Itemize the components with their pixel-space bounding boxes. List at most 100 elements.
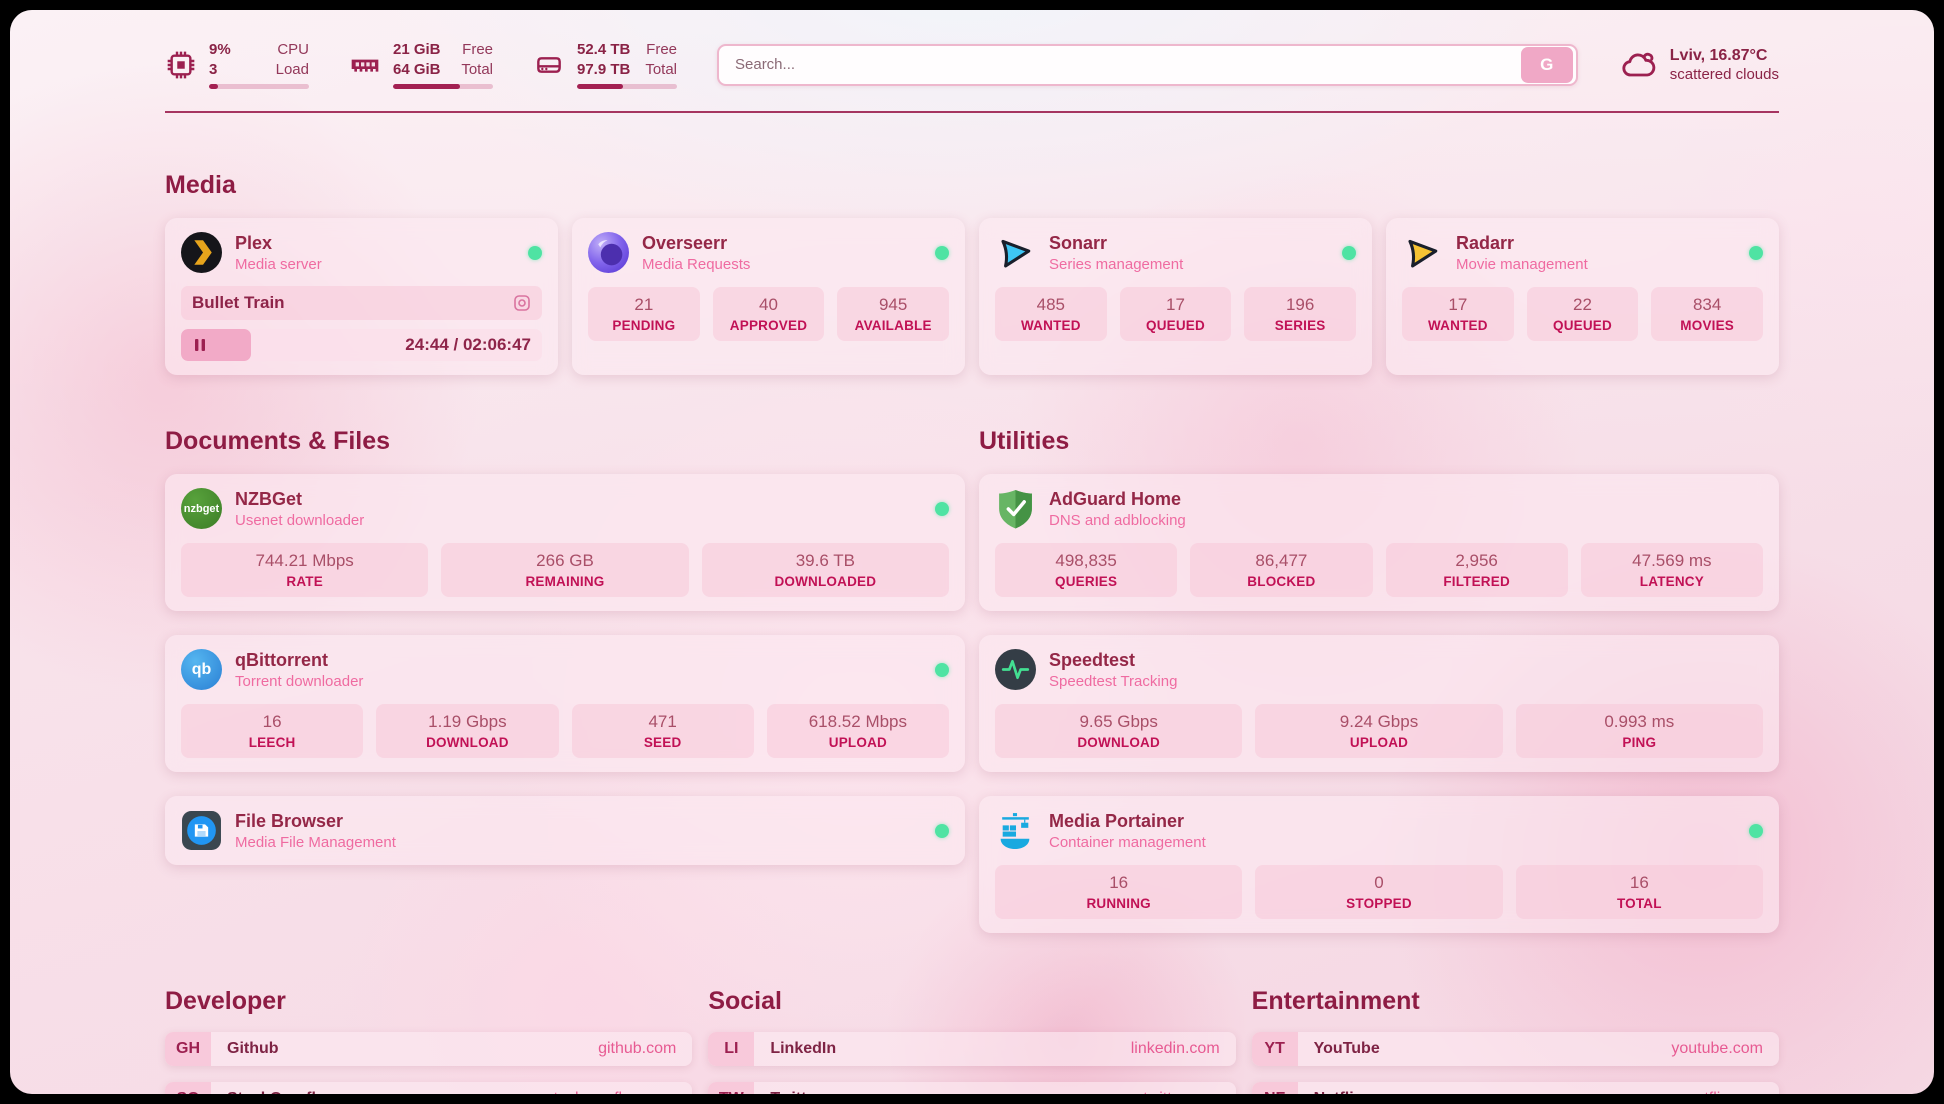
- portainer-stat-running: 16 RUNNING: [995, 865, 1243, 919]
- adguard-stat-filtered: 2,956 FILTERED: [1385, 543, 1568, 597]
- portainer-stat-total: 16 TOTAL: [1515, 865, 1763, 919]
- stackoverflow-name: StackOverflow: [227, 1090, 338, 1094]
- card-qbittorrent[interactable]: qb qBittorrent Torrent downloader 16 LEE…: [165, 635, 965, 772]
- adguard-subtitle: DNS and adblocking: [1049, 511, 1186, 529]
- radarr-icon: [1402, 232, 1443, 273]
- card-radarr[interactable]: Radarr Movie management 17 WANTED 22 QUE…: [1386, 218, 1779, 375]
- card-adguard[interactable]: AdGuard Home DNS and adblocking 498,835 …: [979, 474, 1779, 611]
- search-bar: G: [717, 43, 1578, 86]
- bookmark-stackoverflow[interactable]: SO StackOverflow stackoverflow.com: [165, 1082, 693, 1094]
- adguard-stat-blocked: 86,477 BLOCKED: [1190, 543, 1373, 597]
- card-portainer[interactable]: Media Portainer Container management 16 …: [979, 796, 1779, 933]
- linkedin-name: LinkedIn: [770, 1040, 837, 1057]
- cloud-icon: [1618, 45, 1658, 85]
- cpu-progress-bar: [209, 84, 309, 89]
- disk-free-value: 52.4 TB: [577, 41, 631, 58]
- portainer-name: Media Portainer: [1049, 810, 1185, 831]
- youtube-badge: YT: [1251, 1032, 1298, 1066]
- card-overseerr[interactable]: Overseerr Media Requests 21 PENDING 40 A…: [572, 218, 965, 375]
- speedtest-name: Speedtest: [1049, 649, 1136, 670]
- cpu-usage-value: 9%: [209, 41, 231, 58]
- adguard-stat-latency: 47.569 ms LATENCY: [1580, 543, 1763, 597]
- cpu-load-label: Load: [275, 60, 309, 78]
- nzbget-status-dot: [935, 501, 949, 516]
- media-section-title: Media: [165, 171, 236, 199]
- card-speedtest[interactable]: Speedtest Speedtest Tracking 9.65 Gbps D…: [979, 635, 1779, 772]
- disk-stat: 52.4 TB Free 97.9 TB Total: [533, 40, 677, 89]
- youtube-url: youtube.com: [1671, 1040, 1763, 1057]
- pause-button[interactable]: [192, 337, 208, 353]
- section-developer: Developer GH Github github.com SO StackO…: [165, 987, 693, 1094]
- plex-icon: [181, 232, 222, 273]
- bookmark-github[interactable]: GH Github github.com: [165, 1032, 693, 1066]
- weather-condition: scattered clouds: [1669, 65, 1779, 83]
- qbittorrent-stat-leech: 16 LEECH: [181, 704, 364, 758]
- disk-icon: [533, 49, 565, 81]
- portainer-subtitle: Container management: [1049, 833, 1206, 851]
- adguard-name: AdGuard Home: [1049, 488, 1182, 509]
- nzbget-stat-rate: 744.21 Mbps RATE: [181, 543, 429, 597]
- speedtest-subtitle: Speedtest Tracking: [1049, 672, 1178, 690]
- card-plex[interactable]: Plex Media server Bullet Train: [165, 218, 558, 375]
- plex-time: 24:44 / 02:06:47: [405, 335, 531, 354]
- twitter-url: twitter.com: [1143, 1090, 1219, 1094]
- search-input[interactable]: [719, 56, 1521, 73]
- disk-total-label: Total: [645, 60, 677, 78]
- section-social: Social LI LinkedIn linkedin.com TW Twitt…: [708, 987, 1236, 1094]
- cpu-usage-label: CPU: [277, 41, 309, 58]
- section-utilities: Utilities AdGuard Home: [979, 427, 1779, 933]
- overseerr-subtitle: Media Requests: [642, 255, 751, 273]
- overseerr-status-dot: [935, 245, 949, 260]
- nzbget-stat-downloaded: 39.6 TB DOWNLOADED: [701, 543, 949, 597]
- radarr-stat-wanted: 17 WANTED: [1402, 287, 1514, 341]
- utilities-section-title: Utilities: [979, 427, 1070, 455]
- section-documents: Documents & Files nzbget NZBGet Usenet d…: [165, 427, 965, 933]
- ram-icon: [349, 49, 381, 81]
- sonarr-stat-series: 196 SERIES: [1244, 287, 1356, 341]
- entertainment-section-title: Entertainment: [1251, 987, 1420, 1015]
- qbittorrent-icon: qb: [181, 649, 222, 690]
- github-name: Github: [227, 1040, 279, 1057]
- radarr-subtitle: Movie management: [1456, 255, 1588, 273]
- plex-now-playing: Bullet Train: [181, 286, 542, 320]
- bookmark-linkedin[interactable]: LI LinkedIn linkedin.com: [708, 1032, 1236, 1066]
- bookmark-twitter[interactable]: TW Twitter twitter.com: [708, 1082, 1236, 1094]
- sonarr-stat-wanted: 485 WANTED: [995, 287, 1107, 341]
- documents-section-title: Documents & Files: [165, 427, 391, 455]
- sonarr-name: Sonarr: [1049, 232, 1108, 253]
- sonarr-status-dot: [1342, 245, 1356, 260]
- card-sonarr[interactable]: Sonarr Series management 485 WANTED 17 Q…: [979, 218, 1372, 375]
- scene-icon: [513, 294, 531, 312]
- overseerr-stat-pending: 21 PENDING: [588, 287, 700, 341]
- disk-progress-bar: [577, 84, 677, 89]
- netflix-url: netflix.com: [1687, 1090, 1763, 1094]
- github-badge: GH: [165, 1032, 211, 1066]
- card-nzbget[interactable]: nzbget NZBGet Usenet downloader 744.21 M…: [165, 474, 965, 611]
- filebrowser-subtitle: Media File Management: [235, 833, 396, 851]
- adguard-stat-queries: 498,835 QUERIES: [995, 543, 1178, 597]
- section-media: Media Plex Media server: [165, 171, 1779, 375]
- linkedin-url: linkedin.com: [1130, 1040, 1220, 1057]
- plex-now-playing-title: Bullet Train: [192, 293, 285, 312]
- weather-location: Lviv, 16.87°C: [1669, 46, 1768, 64]
- twitter-badge: TW: [708, 1082, 755, 1094]
- radarr-name: Radarr: [1456, 232, 1515, 253]
- bookmark-netflix[interactable]: NF Netflix netflix.com: [1251, 1082, 1779, 1094]
- qbittorrent-stat-upload: 618.52 Mbps UPLOAD: [766, 704, 949, 758]
- radarr-status-dot: [1749, 245, 1763, 260]
- card-filebrowser[interactable]: File Browser Media File Management: [165, 796, 965, 865]
- plex-status-dot: [528, 245, 542, 260]
- nzbget-subtitle: Usenet downloader: [235, 511, 365, 529]
- search-engine-button[interactable]: G: [1520, 46, 1573, 83]
- nzbget-icon: nzbget: [181, 488, 222, 529]
- section-entertainment: Entertainment YT YouTube youtube.com NF …: [1251, 987, 1779, 1094]
- overseerr-name: Overseerr: [642, 232, 728, 253]
- disk-free-label: Free: [646, 41, 677, 58]
- plex-name: Plex: [235, 232, 273, 253]
- cpu-load-value: 3: [209, 60, 218, 78]
- qbittorrent-stat-download: 1.19 Gbps DOWNLOAD: [376, 704, 559, 758]
- qbittorrent-subtitle: Torrent downloader: [235, 672, 364, 690]
- bookmark-youtube[interactable]: YT YouTube youtube.com: [1251, 1032, 1779, 1066]
- qbittorrent-name: qBittorrent: [235, 649, 328, 670]
